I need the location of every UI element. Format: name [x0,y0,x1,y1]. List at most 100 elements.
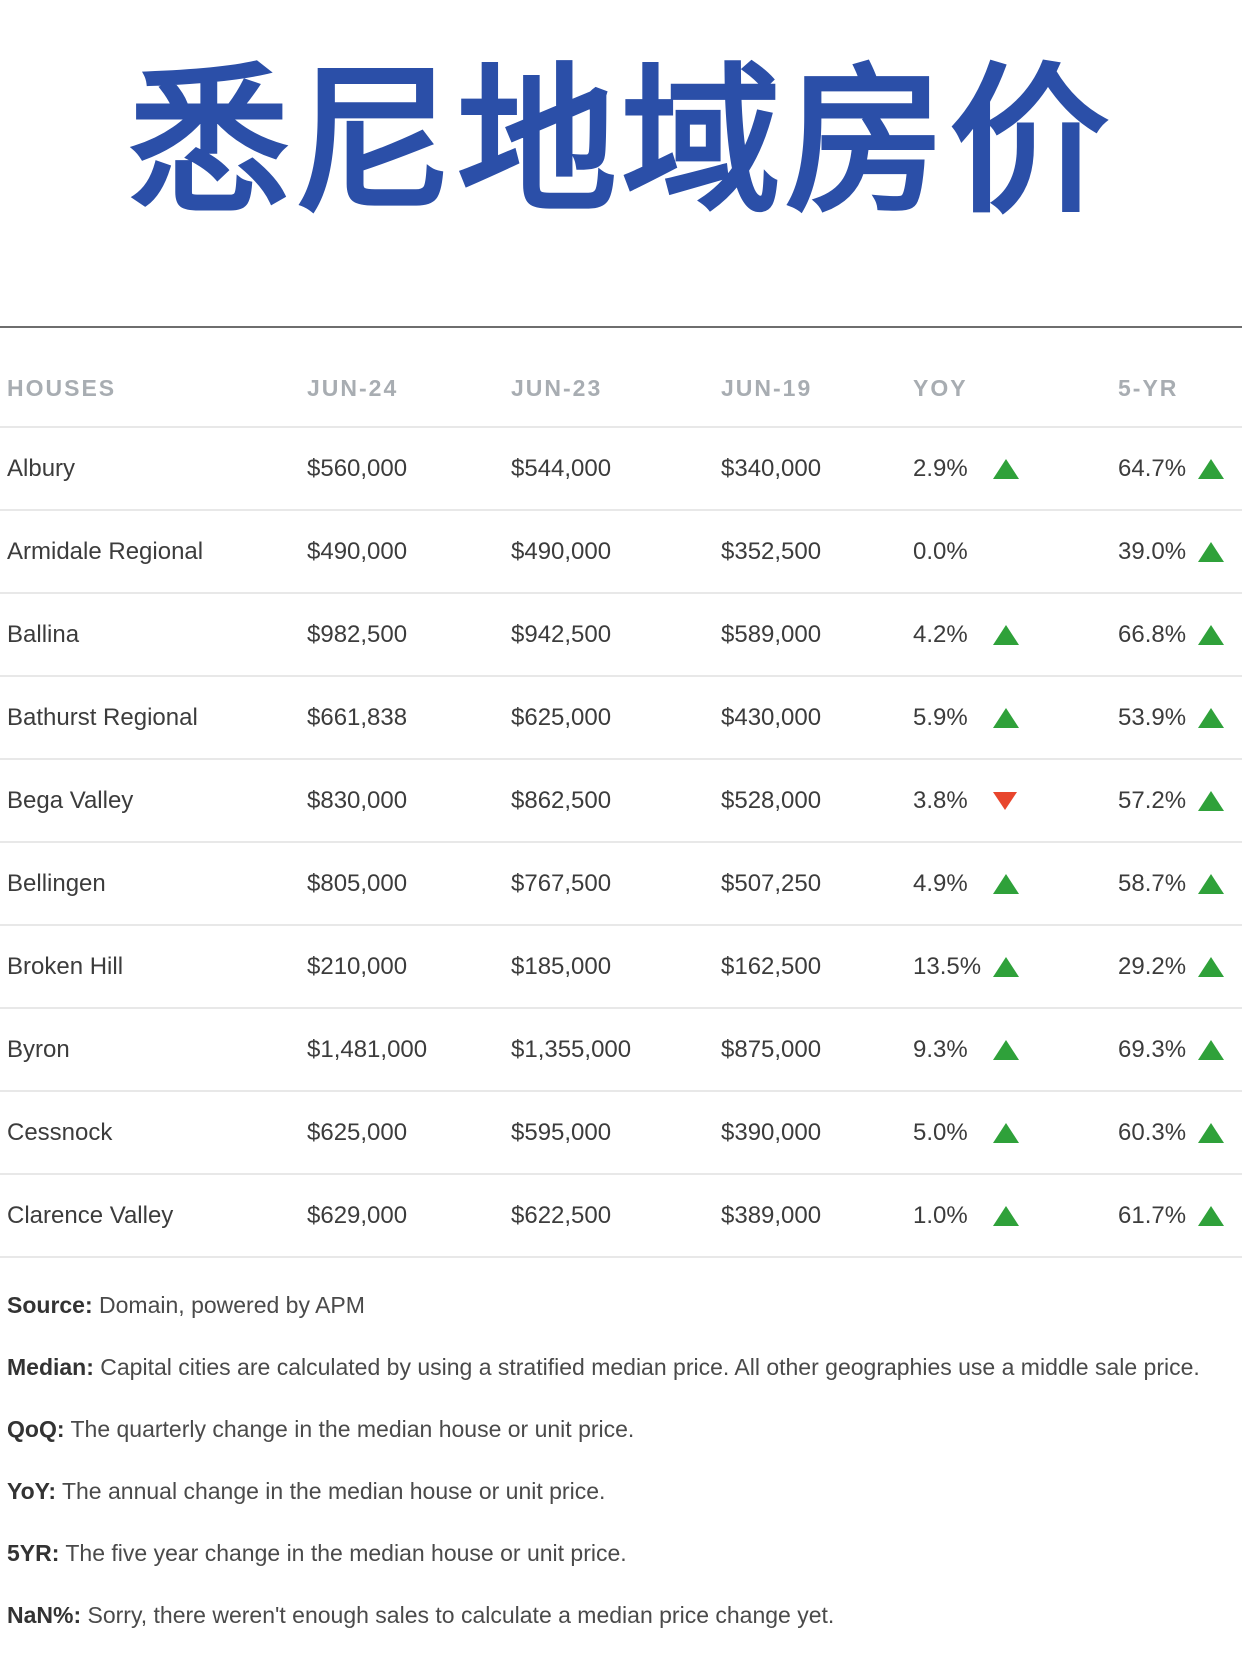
yoy-change-value: 5.9% [913,703,968,731]
table-row: Cessnock $625,000 $595,000 $390,000 5.0% 60.3… [0,1091,1242,1175]
fiveyr-change: 29.2% [1118,925,1242,1009]
table-body: Albury $560,000 $544,000 $340,000 2.9% 64.7% A… [0,427,1242,1258]
area-name: Byron [0,1008,307,1092]
price-jun-19: $162,500 [721,925,913,1009]
yoy-change: 5.0% [913,1091,1118,1175]
yoy-change: 5.9% [913,676,1118,760]
area-name: Albury [0,427,307,511]
price-jun-23: $490,000 [511,510,721,594]
price-jun-24: $625,000 [307,1091,511,1175]
yoy-change: 3.8% [913,759,1118,843]
yoy-change: 4.9% [913,842,1118,926]
footnote-text: Capital cities are calculated by using a… [93,1354,1200,1380]
page-title: 悉尼地域房价 [128,48,1113,235]
price-jun-24: $982,500 [307,593,511,677]
footnote: Source: Domain, powered by APM [7,1290,1227,1352]
area-name: Cessnock [0,1091,307,1175]
triangle-up-icon [993,874,1019,895]
table-row: Ballina $982,500 $942,500 $589,000 4.2% 66.8% [0,593,1242,677]
footnote-text: The five year change in the median house… [59,1540,627,1566]
fiveyr-change-value: 61.7% [1118,1201,1187,1229]
price-jun-24: $490,000 [307,510,511,594]
footnotes: Source: Domain, powered by APM Median: Ca… [7,1290,1227,1662]
triangle-down-icon [993,792,1017,811]
yoy-change-value: 2.9% [913,454,968,482]
footnote: YoY: The annual change in the median hou… [7,1476,1227,1538]
price-jun-24: $1,481,000 [307,1008,511,1092]
price-jun-19: $390,000 [721,1091,913,1175]
triangle-up-icon [993,459,1019,480]
footnote-label: Source: [7,1292,93,1318]
fiveyr-change-value: 69.3% [1118,1035,1187,1063]
price-jun-23: $625,000 [511,676,721,760]
footnote-label: NaN%: [7,1602,82,1628]
footnote-label: Median: [7,1354,94,1380]
table-row: Albury $560,000 $544,000 $340,000 2.9% 64.7% [0,427,1242,511]
price-jun-23: $622,500 [511,1174,721,1258]
fiveyr-change-value: 29.2% [1118,952,1187,980]
price-jun-23: $767,500 [511,842,721,926]
footnote-text: Sorry, there weren't enough sales to cal… [81,1602,835,1628]
header-jun-23: JUN-23 [511,350,721,428]
fiveyr-change: 39.0% [1118,510,1242,594]
fiveyr-change: 60.3% [1118,1091,1242,1175]
footnote: QoQ: The quarterly change in the median … [7,1414,1227,1476]
fiveyr-change: 64.7% [1118,427,1242,511]
fiveyr-change: 61.7% [1118,1174,1242,1258]
fiveyr-change-value: 57.2% [1118,786,1187,814]
area-name: Broken Hill [0,925,307,1009]
triangle-up-icon [993,1040,1019,1061]
header-jun-19: JUN-19 [721,350,913,428]
footnote-label: 5YR: [7,1540,60,1566]
area-name: Bathurst Regional [0,676,307,760]
header-yoy: YOY [913,350,1118,428]
triangle-up-icon [993,1206,1019,1227]
triangle-up-icon [993,957,1019,978]
area-name: Bellingen [0,842,307,926]
fiveyr-change-value: 64.7% [1118,454,1187,482]
table-row: Bathurst Regional $661,838 $625,000 $430,00… [0,676,1242,760]
price-jun-24: $805,000 [307,842,511,926]
price-jun-19: $389,000 [721,1174,913,1258]
fiveyr-change: 58.7% [1118,842,1242,926]
footnote-text: The annual change in the median house or… [55,1478,606,1504]
fiveyr-change-value: 53.9% [1118,703,1187,731]
yoy-change-value: 0.0% [913,537,968,565]
footnote: Median: Capital cities are calculated by… [7,1352,1227,1414]
area-name: Clarence Valley [0,1174,307,1258]
yoy-change: 9.3% [913,1008,1118,1092]
triangle-up-icon [993,1123,1019,1144]
footnote: NaN%: Sorry, there weren't enough sales … [7,1600,1227,1662]
yoy-change: 4.2% [913,593,1118,677]
price-jun-19: $340,000 [721,427,913,511]
yoy-change-value: 3.8% [913,786,968,814]
triangle-up-icon [1198,791,1224,812]
price-jun-23: $862,500 [511,759,721,843]
footnote-label: YoY: [7,1478,56,1504]
yoy-change-value: 4.9% [913,869,968,897]
table-row: Broken Hill $210,000 $185,000 $162,500 13.5%… [0,925,1242,1009]
area-name: Bega Valley [0,759,307,843]
triangle-up-icon [1198,874,1224,895]
price-jun-23: $595,000 [511,1091,721,1175]
area-name: Armidale Regional [0,510,307,594]
header-5yr: 5-YR [1118,350,1242,428]
triangle-up-icon [1198,957,1224,978]
price-jun-19: $589,000 [721,593,913,677]
footnote-text: Domain, powered by APM [92,1292,365,1318]
price-jun-24: $661,838 [307,676,511,760]
yoy-change: 1.0% [913,1174,1118,1258]
table-row: Byron $1,481,000 $1,355,000 $875,000 9.3% 69.… [0,1008,1242,1092]
price-jun-24: $629,000 [307,1174,511,1258]
fiveyr-change: 53.9% [1118,676,1242,760]
header-jun-24: JUN-24 [307,350,511,428]
top-divider [0,326,1242,328]
header-houses: HOUSES [0,350,307,428]
price-jun-19: $528,000 [721,759,913,843]
price-jun-23: $185,000 [511,925,721,1009]
fiveyr-change-value: 39.0% [1118,537,1187,565]
triangle-up-icon [1198,1123,1224,1144]
yoy-change: 13.5% [913,925,1118,1009]
triangle-up-icon [1198,1040,1224,1061]
price-jun-23: $1,355,000 [511,1008,721,1092]
